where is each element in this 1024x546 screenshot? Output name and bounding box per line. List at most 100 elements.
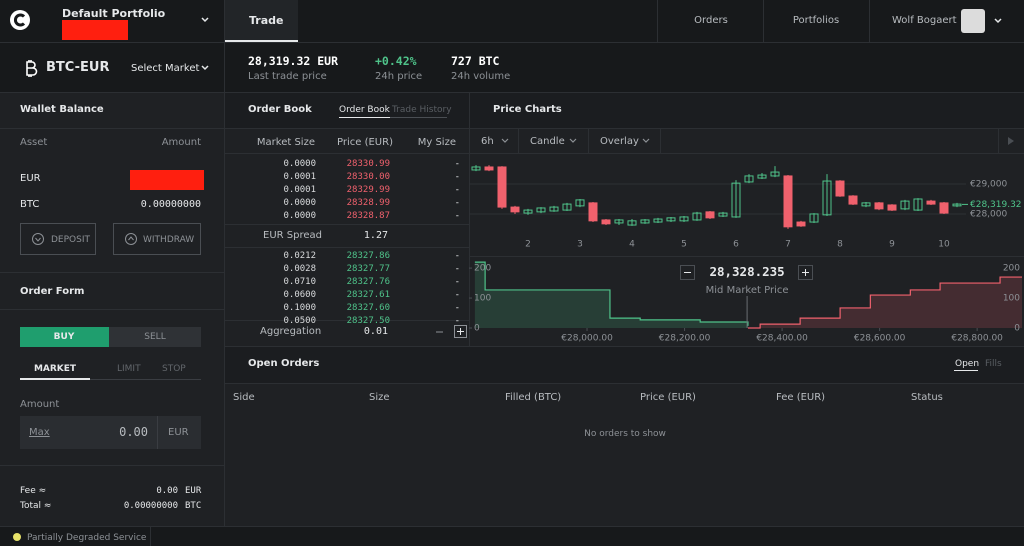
trade-tab[interactable]	[225, 0, 298, 42]
tab[interactable]: Trade History	[392, 105, 452, 115]
last-price-label: €28,319.32	[970, 200, 1022, 210]
avatar[interactable]	[961, 9, 985, 33]
candle-body	[640, 219, 650, 224]
y-tick-label: 0	[474, 324, 480, 334]
chart-control[interactable]: Candle	[530, 136, 565, 147]
divider	[157, 416, 158, 449]
y-tick-label: 200	[474, 264, 491, 274]
user-name[interactable]: Wolf Bogaert	[892, 15, 957, 26]
divider	[869, 0, 870, 42]
asks-area	[747, 277, 1022, 328]
candle-body	[835, 180, 845, 197]
deposit-icon	[32, 233, 44, 245]
my-size: -	[454, 185, 460, 195]
logo-mark	[14, 13, 26, 27]
chart-control[interactable]: Overlay	[600, 136, 639, 147]
divider	[0, 128, 224, 129]
nav-link[interactable]: Portfolios	[792, 15, 840, 26]
redacted	[130, 170, 204, 190]
nav-link[interactable]: Orders	[694, 15, 728, 26]
order-type[interactable]: LIMIT	[117, 364, 141, 374]
increase-button[interactable]	[454, 325, 467, 338]
tab[interactable]: Order Book	[339, 105, 390, 115]
spread-value: 1.27	[363, 230, 388, 241]
x-tick-label: 10	[938, 240, 950, 250]
x-tick-label: €28,000.00	[561, 334, 613, 344]
candle-body	[952, 203, 962, 207]
market-size: 0.0001	[283, 185, 316, 195]
candle-body	[822, 180, 832, 216]
asset: BTC	[20, 199, 40, 210]
my-size: -	[454, 159, 460, 169]
amount: 0.00000000	[140, 199, 201, 210]
y-tick-label: 200	[1003, 264, 1020, 274]
stat-label: 24h price	[375, 71, 423, 82]
chevron	[201, 17, 209, 23]
fee-value: 0.00	[156, 486, 178, 496]
column-header: Price (EUR)	[640, 392, 696, 403]
side-button[interactable]: BUY	[53, 332, 75, 342]
market-size: 0.1000	[283, 303, 316, 313]
my-size: -	[454, 211, 460, 221]
currency: BTC	[185, 501, 202, 511]
order-type[interactable]: STOP	[162, 364, 186, 374]
panel-header	[225, 93, 1024, 129]
panel-header	[225, 346, 1024, 384]
candle-body	[887, 204, 897, 211]
side-button[interactable]: SELL	[144, 332, 166, 342]
y-tick-label: 0	[1014, 324, 1020, 334]
panel-title: Wallet Balance	[20, 104, 104, 115]
stat-label: Last trade price	[248, 71, 327, 82]
buy-button[interactable]	[20, 327, 109, 347]
market-size: 0.0600	[283, 290, 316, 300]
divider	[660, 129, 661, 153]
portfolio-name[interactable]: Default Portfolio	[62, 7, 166, 20]
max-link[interactable]: Max	[29, 427, 50, 438]
tab[interactable]: Fills	[985, 359, 1002, 369]
my-size: -	[454, 303, 460, 313]
price: 28327.50	[346, 316, 390, 326]
divider	[998, 129, 999, 153]
market-size: 0.0000	[283, 159, 316, 169]
x-tick-label: 8	[837, 240, 843, 250]
zoom-out[interactable]	[680, 265, 695, 280]
chart-control[interactable]: 6h	[481, 136, 494, 147]
asks-line	[747, 276, 1022, 329]
withdraw-button[interactable]	[113, 223, 201, 255]
column-header: Price (EUR)	[337, 137, 393, 148]
aggregation-label: Aggregation	[260, 326, 322, 337]
tab[interactable]: Trade	[249, 14, 284, 27]
bids-line	[474, 261, 749, 326]
candle-body	[900, 200, 910, 210]
deposit-button[interactable]	[20, 223, 96, 255]
tab[interactable]: Open	[955, 359, 980, 369]
market-size: 0.0001	[283, 172, 316, 182]
play-icon	[1008, 137, 1014, 145]
order-type[interactable]: MARKET	[33, 364, 77, 374]
button-label[interactable]: WITHDRAW	[143, 235, 195, 245]
x-tick-label: €28,200.00	[659, 334, 711, 344]
logo	[10, 10, 30, 30]
candle-body	[562, 203, 572, 211]
candle-body	[809, 213, 819, 223]
zoom-in[interactable]	[798, 265, 813, 280]
candle-body	[718, 212, 728, 217]
sell-button[interactable]	[109, 327, 201, 347]
deposit-arrow	[35, 237, 41, 242]
market-bar	[0, 43, 1024, 93]
x-tick-label: 4	[629, 240, 635, 250]
button-label[interactable]: DEPOSIT	[51, 235, 90, 245]
column-header: Asset	[20, 137, 48, 148]
spread-label: EUR Spread	[263, 230, 322, 241]
candle-body	[939, 202, 949, 214]
status-dot	[13, 533, 21, 541]
price: 28327.76	[346, 277, 390, 287]
my-size: -	[454, 277, 460, 287]
market-select[interactable]: Select Market	[131, 63, 200, 74]
divider	[0, 272, 224, 273]
withdraw-arrow	[128, 236, 134, 241]
amount-input[interactable]	[20, 416, 201, 449]
candle-body	[874, 202, 884, 210]
my-size: -	[454, 172, 460, 182]
candle-body	[588, 202, 598, 222]
